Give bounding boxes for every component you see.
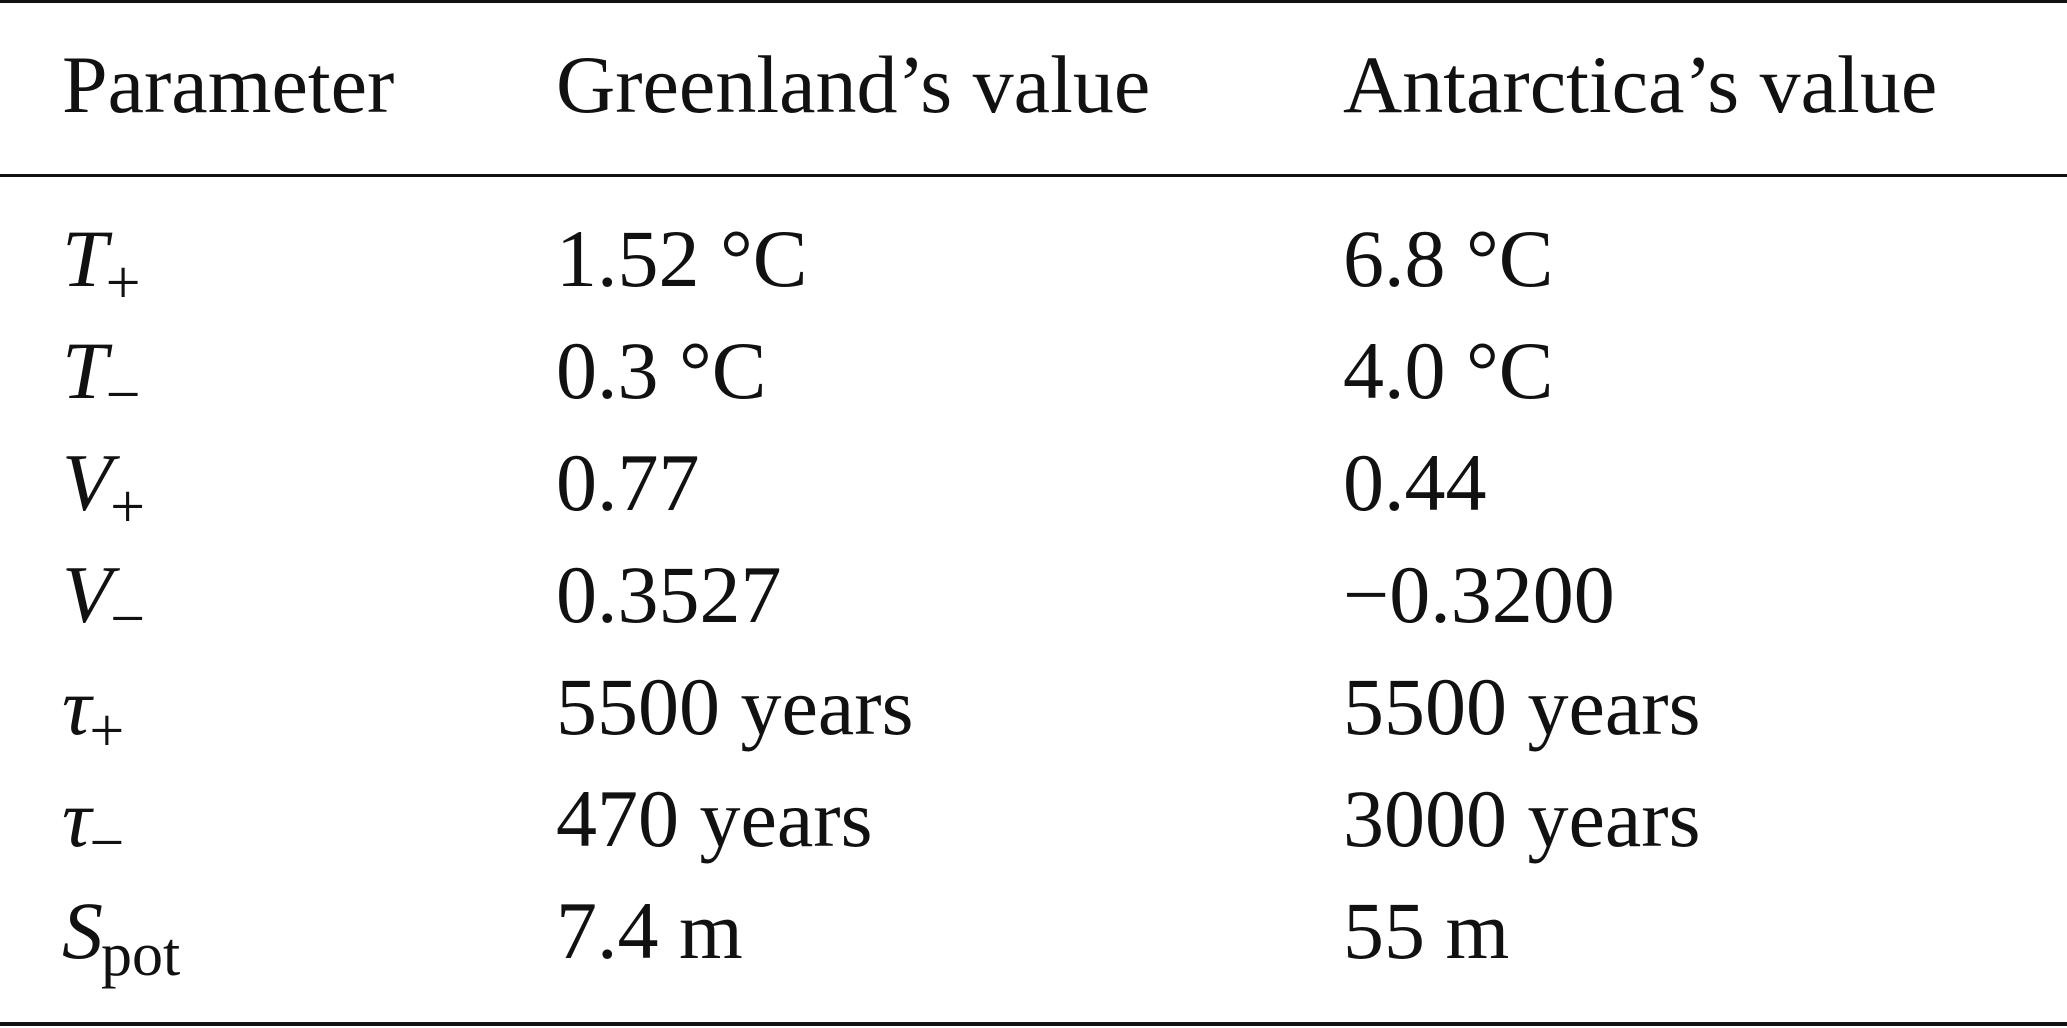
greenland-value: 0.3 °C	[556, 325, 767, 416]
antarctica-value: 0.44	[1343, 437, 1487, 528]
antarctica-value: 6.8 °C	[1343, 213, 1554, 304]
antarctica-value: 3000 years	[1343, 773, 1701, 864]
parameter-cell: T+	[62, 213, 141, 318]
parameter-cell: V−	[62, 549, 146, 654]
antarctica-value: 4.0 °C	[1343, 325, 1554, 416]
greenland-value: 7.4 m	[556, 885, 743, 976]
parameter-cell: τ+	[62, 661, 125, 766]
antarctica-value: 5500 years	[1343, 661, 1701, 752]
greenland-value: 5500 years	[556, 661, 914, 752]
parameter-cell: V+	[62, 437, 146, 542]
header-parameter: Parameter	[62, 39, 395, 130]
header-rule	[0, 174, 2067, 177]
antarctica-value: 55 m	[1343, 885, 1510, 976]
bottom-rule	[0, 1022, 2067, 1026]
top-rule	[0, 0, 2067, 3]
greenland-value: 0.3527	[556, 549, 782, 640]
greenland-value: 470 years	[556, 773, 873, 864]
greenland-value: 1.52 °C	[556, 213, 808, 304]
antarctica-value: −0.3200	[1343, 549, 1615, 640]
header-greenland: Greenland’s value	[556, 39, 1151, 130]
parameter-cell: τ−	[62, 773, 125, 878]
header-antarctica: Antarctica’s value	[1343, 39, 1938, 130]
greenland-value: 0.77	[556, 437, 700, 528]
parameter-cell: T−	[62, 325, 141, 430]
parameter-cell: Spot	[62, 885, 181, 990]
